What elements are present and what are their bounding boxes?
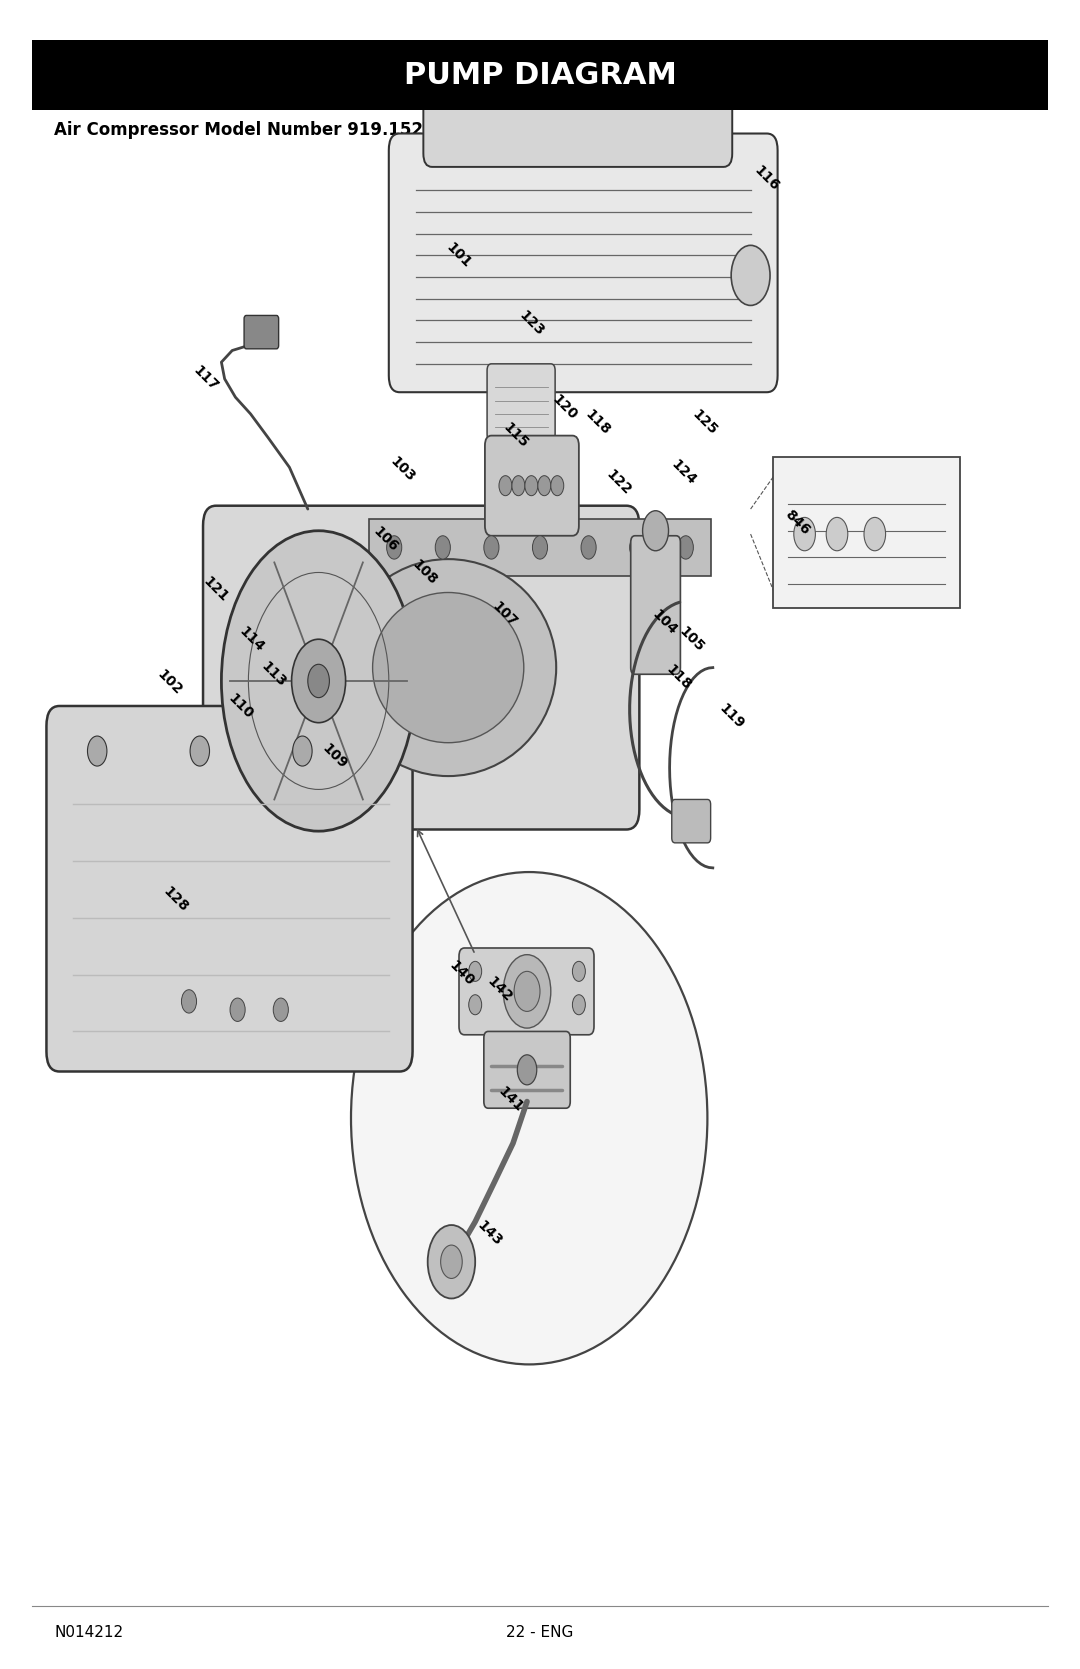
Circle shape [731,245,770,305]
Text: N014212: N014212 [54,1626,123,1639]
FancyBboxPatch shape [389,134,778,392]
Circle shape [551,476,564,496]
Circle shape [678,536,693,559]
Circle shape [864,517,886,551]
Text: 110: 110 [226,691,256,721]
Text: 101: 101 [444,240,474,270]
Circle shape [190,736,210,766]
Text: 140: 140 [446,958,476,988]
FancyBboxPatch shape [773,457,960,608]
Circle shape [503,955,551,1028]
FancyBboxPatch shape [484,1031,570,1108]
FancyBboxPatch shape [32,40,1048,110]
Text: 118: 118 [663,663,693,693]
Text: 103: 103 [388,454,418,484]
Text: 125: 125 [689,407,719,437]
Text: 113: 113 [258,659,288,689]
Circle shape [230,998,245,1021]
Text: 105: 105 [676,624,706,654]
Circle shape [308,664,329,698]
Circle shape [469,995,482,1015]
Circle shape [512,476,525,496]
Circle shape [514,971,540,1011]
Circle shape [387,536,402,559]
Circle shape [273,998,288,1021]
Text: 143: 143 [474,1218,504,1248]
Text: 123: 123 [516,309,546,339]
Circle shape [292,639,346,723]
Circle shape [484,536,499,559]
Text: 120: 120 [550,392,580,422]
Circle shape [572,995,585,1015]
Circle shape [87,736,107,766]
Circle shape [181,990,197,1013]
Text: 22 - ENG: 22 - ENG [507,1626,573,1639]
Circle shape [428,1225,475,1298]
Text: 124: 124 [669,457,699,487]
Circle shape [538,476,551,496]
FancyBboxPatch shape [46,706,413,1071]
Text: 102: 102 [154,668,185,698]
Text: 141: 141 [496,1085,526,1115]
Text: PUMP DIAGRAM: PUMP DIAGRAM [404,60,676,90]
Ellipse shape [351,871,707,1365]
Circle shape [469,961,482,981]
FancyBboxPatch shape [423,93,732,167]
Ellipse shape [340,559,556,776]
FancyBboxPatch shape [369,519,711,576]
Circle shape [532,536,548,559]
Text: 119: 119 [716,701,746,731]
Circle shape [293,736,312,766]
Text: 142: 142 [485,975,515,1005]
FancyBboxPatch shape [631,536,680,674]
Text: 108: 108 [409,557,440,587]
Text: 109: 109 [320,741,350,771]
Circle shape [499,476,512,496]
Circle shape [221,531,416,831]
Text: 106: 106 [370,524,401,554]
Text: 107: 107 [489,599,519,629]
Text: 121: 121 [201,574,231,604]
Circle shape [581,536,596,559]
Text: 117: 117 [190,364,220,394]
Circle shape [525,476,538,496]
Circle shape [441,1245,462,1278]
Circle shape [794,517,815,551]
Text: Air Compressor Model Number 919.152160: Air Compressor Model Number 919.152160 [54,122,458,139]
Text: 122: 122 [604,467,634,497]
Text: 115: 115 [500,421,530,451]
FancyBboxPatch shape [487,364,555,441]
Text: 104: 104 [649,608,679,638]
FancyBboxPatch shape [672,799,711,843]
Text: 116: 116 [752,164,782,194]
Circle shape [643,511,669,551]
Text: 846: 846 [782,507,812,537]
Circle shape [826,517,848,551]
FancyBboxPatch shape [203,506,639,829]
Circle shape [517,1055,537,1085]
FancyBboxPatch shape [459,948,594,1035]
Circle shape [630,536,645,559]
Text: 118: 118 [582,407,612,437]
Ellipse shape [373,592,524,743]
Text: 128: 128 [161,885,191,915]
FancyBboxPatch shape [485,436,579,536]
Text: 114: 114 [237,624,267,654]
FancyBboxPatch shape [244,315,279,349]
Circle shape [572,961,585,981]
Circle shape [435,536,450,559]
